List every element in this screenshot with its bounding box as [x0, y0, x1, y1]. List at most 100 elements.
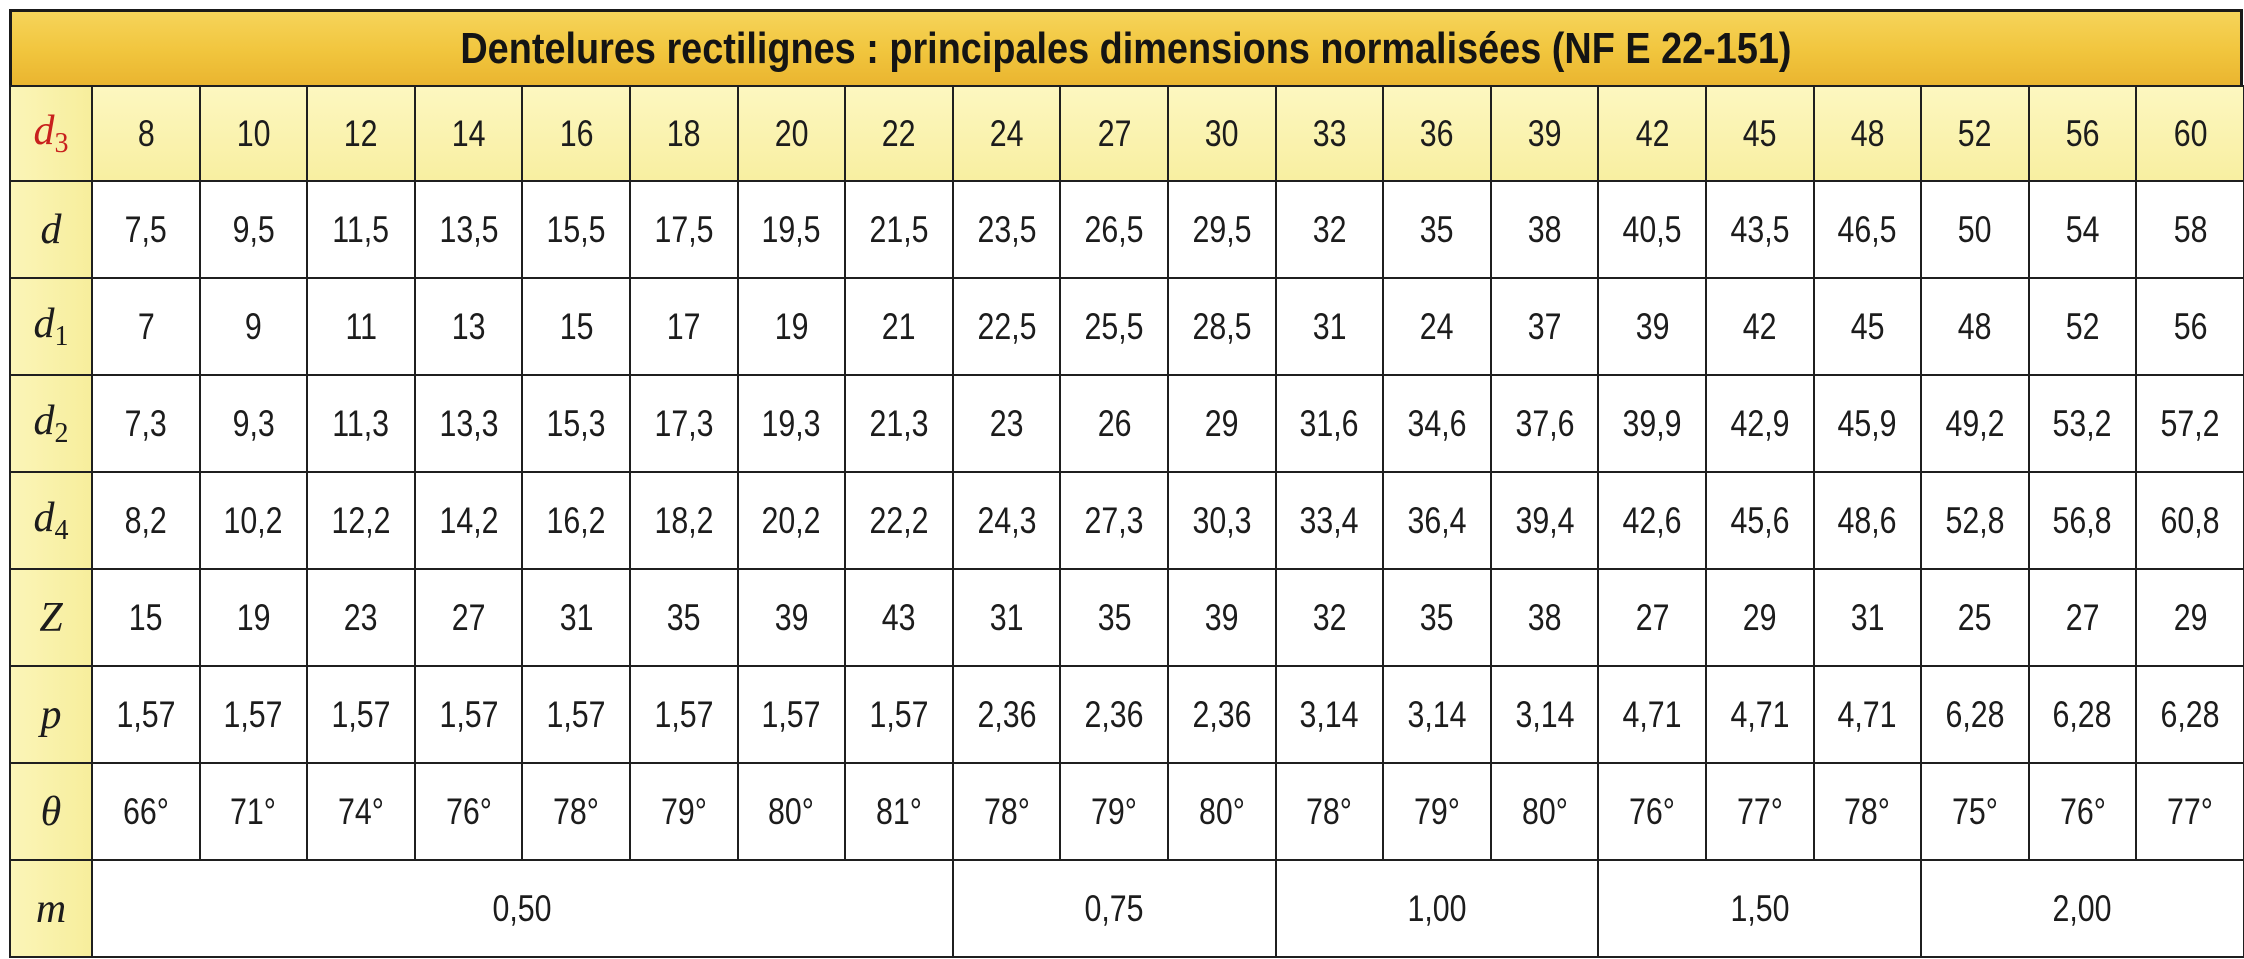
table-cell: 1,57	[91, 665, 201, 764]
table-cell: 42,6	[1597, 471, 1707, 570]
cell-value: 31	[989, 596, 1024, 638]
cell-value: 45	[1742, 112, 1777, 154]
table-cell: 6,28	[1920, 665, 2030, 764]
table-cell: 27	[1597, 568, 1707, 667]
cell-value: 45	[1850, 305, 1885, 347]
cell-value: 14,2	[439, 499, 499, 541]
cell-value: 32	[1312, 596, 1347, 638]
table-cell: 71°	[198, 762, 309, 861]
cell-value: 6,28	[2160, 693, 2220, 735]
cell-value: 50	[1958, 208, 1992, 250]
cell-value: 21,3	[869, 402, 929, 444]
table-cell: 21,3	[844, 374, 954, 473]
table-cell: 78°	[1274, 762, 1385, 861]
table-cell: 36	[1382, 85, 1492, 182]
cell-value: 13,3	[439, 402, 499, 444]
cell-value: 1,57	[654, 693, 714, 735]
cell-value: 43	[882, 596, 916, 638]
cell-value: 1,57	[116, 693, 176, 735]
table-cell: 1,57	[736, 665, 847, 764]
cell-value: 3,14	[1514, 693, 1575, 735]
cell-value: 54	[2065, 208, 2100, 250]
cell-value: 36	[1420, 112, 1454, 154]
table-cell: 39,4	[1489, 471, 1600, 570]
table-cell: 40,5	[1597, 180, 1707, 279]
table-cell: 6,28	[2027, 665, 2138, 764]
table-cell: 48,6	[1812, 471, 1923, 570]
table-cell: 13,3	[413, 374, 524, 473]
cell-value: 33	[1312, 112, 1347, 154]
cell-value: 35	[1420, 208, 1454, 250]
table-cell: 56	[2027, 85, 2138, 182]
cell-value: 18	[666, 112, 701, 154]
cell-value: 60	[2173, 112, 2207, 154]
table-cell: 22,5	[951, 277, 1062, 376]
cell-value: 2,36	[1192, 693, 1252, 735]
cell-value: 35	[1097, 596, 1132, 638]
cell-value: 39	[1527, 112, 1562, 154]
table-cell: 27	[1059, 85, 1169, 182]
table-cell: 11	[306, 277, 416, 376]
table-cell: 78°	[951, 762, 1062, 861]
cell-value: 1,57	[331, 693, 391, 735]
cell-value: 15,5	[546, 208, 606, 250]
cell-value: 23	[344, 596, 378, 638]
module-value: 1,00	[1407, 887, 1467, 929]
cell-value: 1,57	[546, 693, 606, 735]
row-symbol-letter: d	[33, 495, 55, 541]
cell-value: 3,14	[1407, 693, 1467, 735]
cell-value: 52,8	[1945, 499, 2005, 541]
table-cell: 79°	[1059, 762, 1169, 861]
table-cell: 31	[1274, 277, 1385, 376]
table-cell: 17,5	[628, 180, 739, 279]
table-cell: 11,3	[306, 374, 416, 473]
table-cell: 10	[198, 85, 309, 182]
table-cell: 32	[1274, 568, 1385, 667]
table-row: p 1,57 1,57 1,57 1,57 1,57 1,57 1,57 1,57 2,36 2,3…	[9, 665, 2244, 764]
table-cell: 15,5	[521, 180, 631, 279]
cell-value: 17	[666, 305, 701, 347]
table-cell: 30,3	[1166, 471, 1277, 570]
cell-value: 74°	[338, 790, 384, 832]
table-row: d 7,5 9,5 11,5 13,5 15,5 17,5 19,5 21,5 23,5 26,5 2…	[9, 180, 2244, 279]
module-cell: 1,50	[1597, 859, 1923, 958]
table-cell: 1,57	[844, 665, 954, 764]
table-title: Dentelures rectilignes : principales dim…	[9, 9, 2243, 88]
cell-value: 26	[1097, 402, 1132, 444]
table-row-module: m 0,50 0,75 1,00 1,50 2,00	[9, 859, 2244, 958]
cell-value: 37,6	[1514, 402, 1575, 444]
table-cell: 56	[2135, 277, 2244, 376]
cell-value: 6,28	[1945, 693, 2005, 735]
cell-value: 17,5	[654, 208, 714, 250]
cell-value: 39	[1635, 305, 1669, 347]
cell-value: 19,3	[761, 402, 821, 444]
table-cell: 14,2	[413, 471, 524, 570]
table-cell: 26,5	[1059, 180, 1169, 279]
table-cell: 22	[844, 85, 954, 182]
table-cell: 52,8	[1920, 471, 2030, 570]
cell-value: 4,71	[1622, 693, 1682, 735]
table-cell: 43,5	[1704, 180, 1815, 279]
row-symbol: m	[9, 859, 93, 958]
table-cell: 1,57	[628, 665, 739, 764]
table-cell: 6,28	[2135, 665, 2244, 764]
cell-value: 81°	[876, 790, 922, 832]
table-cell: 8	[91, 85, 201, 182]
cell-value: 9,5	[232, 208, 275, 250]
table-cell: 77°	[1704, 762, 1815, 861]
table-cell: 48	[1812, 85, 1923, 182]
cell-value: 76°	[2059, 790, 2106, 832]
table-cell: 39	[1489, 85, 1600, 182]
table-cell: 4,71	[1597, 665, 1707, 764]
cell-value: 78°	[553, 790, 600, 832]
cell-value: 39,9	[1622, 402, 1682, 444]
table-cell: 25,5	[1059, 277, 1169, 376]
table-cell: 35	[628, 568, 739, 667]
cell-value: 27	[1635, 596, 1669, 638]
table-cell: 46,5	[1812, 180, 1923, 279]
cell-value: 21	[882, 305, 916, 347]
table-cell: 76°	[2027, 762, 2138, 861]
cell-value: 13,5	[439, 208, 499, 250]
table-cell: 76°	[413, 762, 524, 861]
table-cell: 17,3	[628, 374, 739, 473]
